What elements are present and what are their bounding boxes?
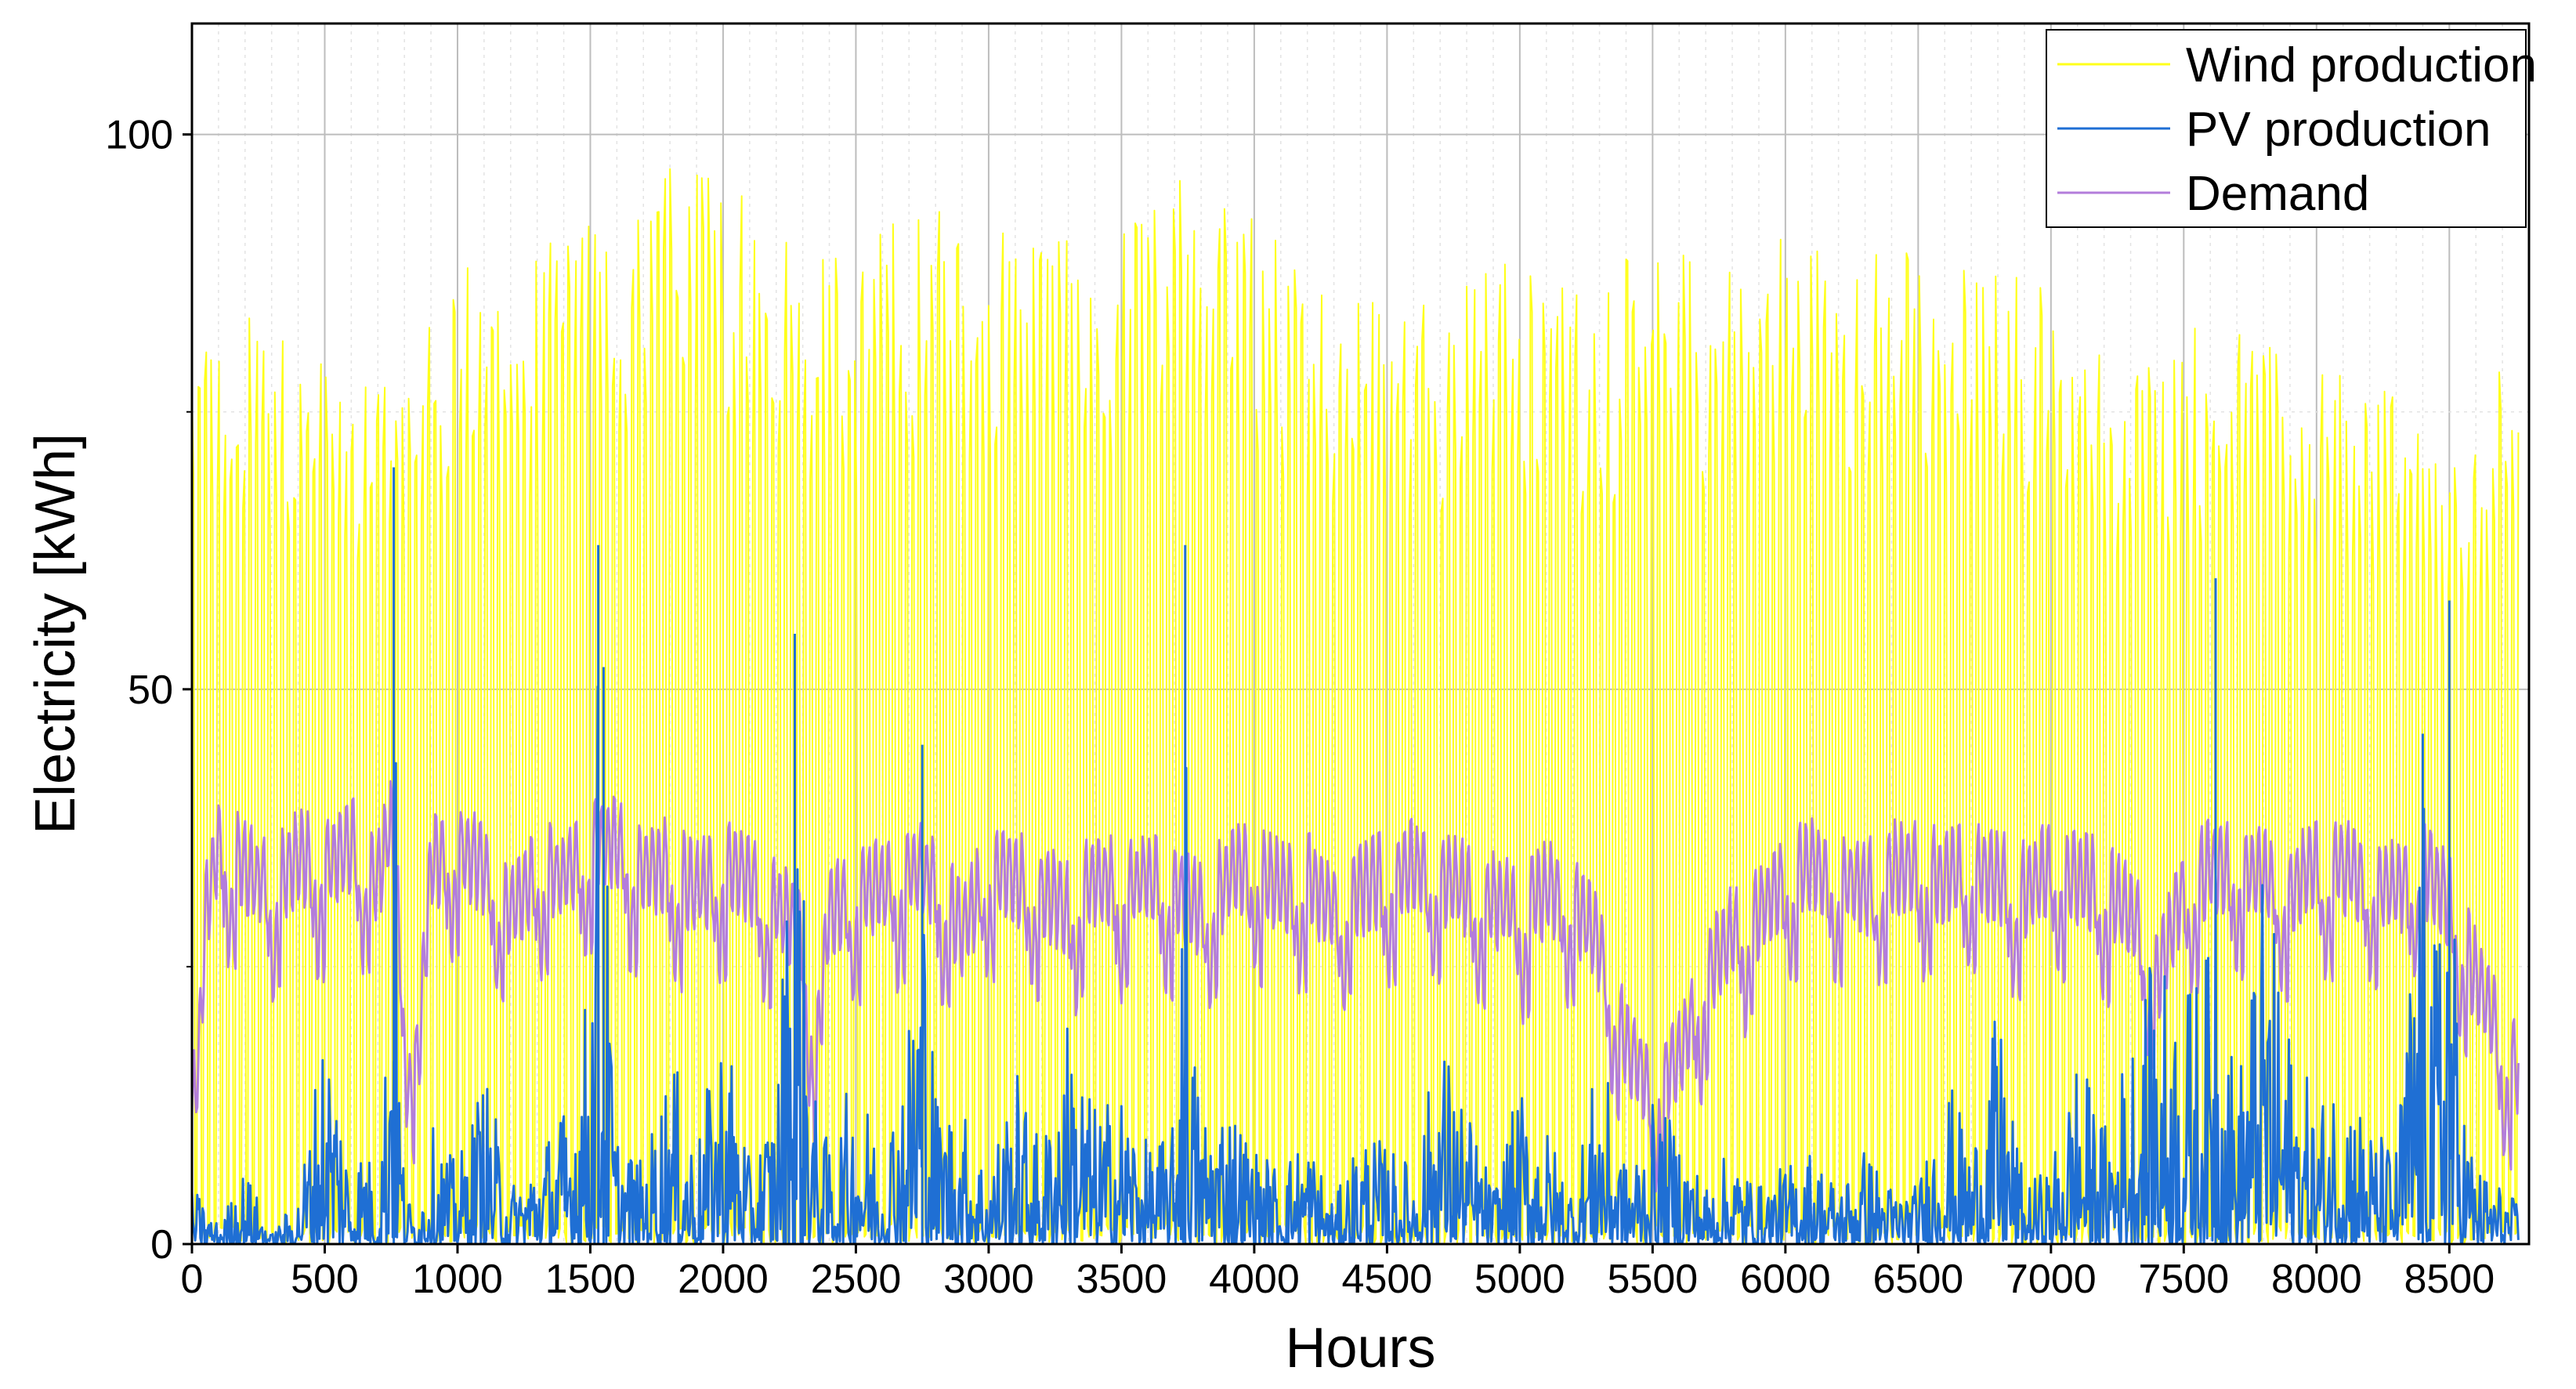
x-tick-label: 4000 [1209,1257,1300,1302]
axis-ticks: 0 500 1000 1500 2000 2500 3000 3500 4000 4500 5000… [105,113,2495,1302]
x-tick-label: 2500 [811,1257,902,1302]
y-axis-title: Electricity [kWh] [24,433,87,834]
series-line-demand [190,780,2520,1193]
x-tick-label: 1500 [545,1257,636,1302]
legend-label: Demand [2186,167,2369,221]
y-tick-label: 50 [128,667,173,713]
x-tick-label: 500 [291,1257,359,1302]
x-tick-label: 3500 [1076,1257,1167,1302]
legend-label: Wind production [2186,38,2537,92]
y-tick-label: 100 [105,113,173,158]
x-tick-label: 5000 [1474,1257,1565,1302]
legend-label: PV production [2186,103,2491,157]
x-tick-label: 5500 [1608,1257,1699,1302]
x-tick-label: 3000 [943,1257,1034,1302]
x-tick-label: 2000 [678,1257,769,1302]
plot-frame [190,22,2531,1246]
x-tick-label: 1000 [412,1257,503,1302]
x-tick-label: 4500 [1342,1257,1433,1302]
series-line-pv-production [190,685,2520,1246]
series-layer [190,168,2520,1246]
x-tick-label: 8000 [2271,1257,2362,1302]
x-tick-label: 6000 [1740,1257,1831,1302]
legend: Wind production PV production Demand [2046,29,2537,228]
y-tick-label: 0 [150,1222,173,1268]
x-tick-label: 0 [181,1257,204,1302]
x-tick-label: 7500 [2138,1257,2229,1302]
x-axis-title: Hours [1285,1317,1435,1380]
x-tick-label: 6500 [1873,1257,1964,1302]
x-tick-label: 7000 [2006,1257,2097,1302]
x-tick-label: 8500 [2404,1257,2495,1302]
